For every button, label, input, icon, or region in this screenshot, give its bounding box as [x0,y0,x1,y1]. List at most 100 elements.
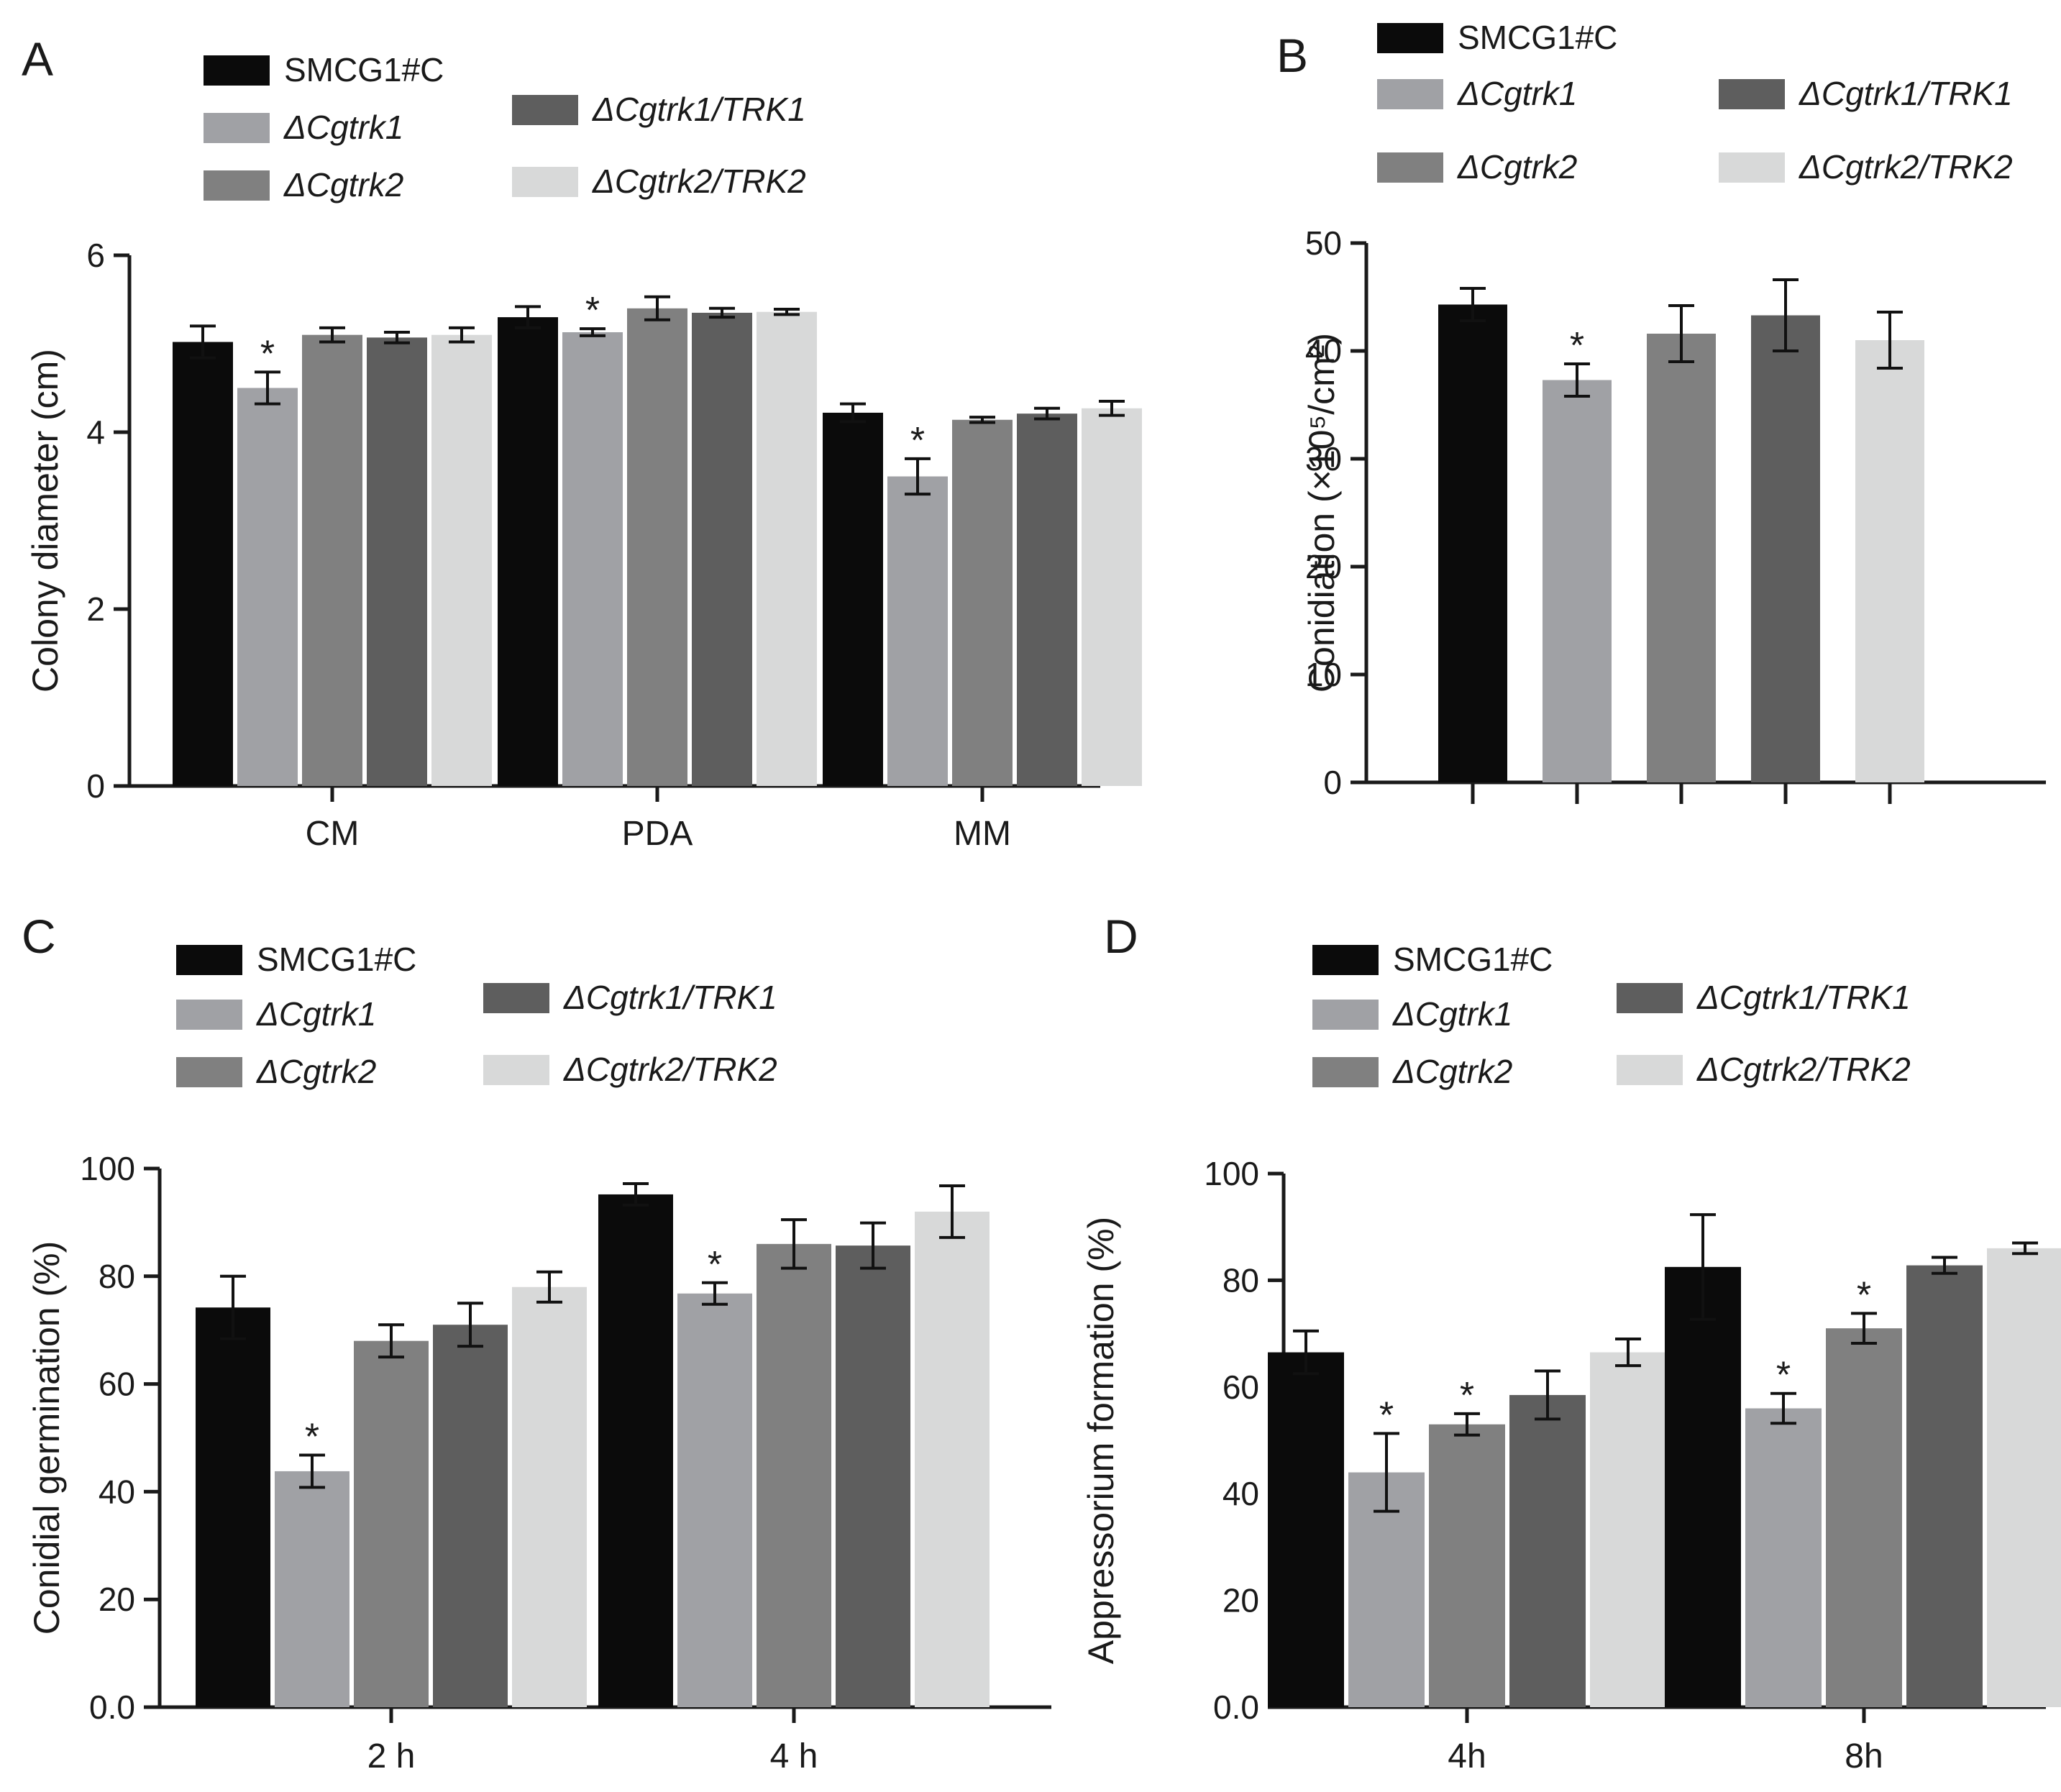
y-axis-label: Conidial germination (%) [27,1241,67,1635]
legend-swatch [483,1055,549,1085]
y-axis-label: Appressorium formation (%) [1081,1217,1121,1664]
y-tick-label: 4 [86,413,105,451]
bar [692,312,752,786]
y-tick-label: 40 [1305,332,1342,370]
significance-star: * [585,290,600,332]
legend-label: ΔCgtrk2/TRK2 [592,163,806,200]
y-tick-label: 2 [86,590,105,628]
legend-swatch [483,983,549,1013]
bar [915,1211,990,1707]
legend-label: ΔCgtrk1 [1392,995,1512,1033]
bar [1665,1266,1741,1707]
legend-swatch [1377,152,1443,183]
x-tick-label: 4 h [770,1737,818,1775]
significance-star: * [1379,1394,1394,1436]
significance-star: * [305,1416,319,1458]
y-tick-label: 60 [1223,1368,1259,1406]
legend-swatch [1617,1055,1683,1085]
bar [1017,413,1077,786]
bar [598,1194,673,1707]
significance-star: * [910,420,925,462]
significance-star: * [1570,325,1584,367]
y-tick-label: 0.0 [89,1688,135,1726]
significance-star: * [260,333,275,375]
x-tick-label: CM [306,815,360,853]
bar [952,419,1013,786]
y-tick-label: 40 [99,1473,135,1510]
legend-label: ΔCgtrk2/TRK2 [563,1051,777,1088]
panel-letter: A [22,32,53,86]
bar [1438,304,1507,782]
bar [498,317,558,787]
bar [823,412,883,786]
bar [1509,1394,1586,1707]
bar [275,1471,349,1707]
legend-label: ΔCgtrk1/TRK1 [592,91,806,128]
y-tick-label: 20 [99,1581,135,1618]
legend-swatch [1377,23,1443,53]
legend-swatch [204,55,270,86]
legend-label: ΔCgtrk2 [1457,148,1577,186]
panel-letter: B [1276,29,1308,82]
bar [1590,1352,1666,1707]
bar [1855,340,1924,782]
y-tick-label: 0 [86,767,105,805]
x-tick-label: 8h [1845,1737,1883,1775]
panel-C: C SMCG1#C ΔCgtrk1 ΔCgtrk1/TRK1 ΔCgtrk2 ΔCgtrk… [22,910,1051,1775]
legend-label: ΔCgtrk1/TRK1 [1696,979,1911,1016]
panel-D: D SMCG1#C ΔCgtrk1 ΔCgtrk1/TRK1 ΔCgtrk2 ΔCgtrk… [1081,910,2061,1775]
legend-label: ΔCgtrk2/TRK2 [1696,1051,1911,1088]
legend-label: SMCG1#C [284,51,444,88]
y-tick-label: 60 [99,1366,135,1403]
y-tick-label: 40 [1223,1475,1259,1512]
bar [757,1243,831,1707]
x-tick-label: MM [954,815,1011,853]
y-tick-label: 80 [1223,1261,1259,1299]
y-tick-label: 100 [80,1150,135,1187]
y-tick-label: 100 [1204,1155,1259,1192]
bar [677,1293,752,1707]
y-tick-label: 20 [1223,1582,1259,1619]
bar [1745,1408,1822,1707]
legend-swatch [1719,79,1785,109]
legend-swatch [1617,983,1683,1013]
bar [1543,380,1612,782]
bar [1429,1424,1505,1707]
legend-label: ΔCgtrk1/TRK1 [563,979,777,1016]
significance-star: * [1776,1355,1791,1396]
legend: SMCG1#C ΔCgtrk1 ΔCgtrk1/TRK1 ΔCgtrk2 ΔCgtrk2… [176,941,777,1090]
y-tick-label: 50 [1305,224,1342,262]
bar [196,1307,270,1707]
bar [1987,1248,2061,1707]
legend-swatch [1312,1000,1379,1030]
legend-label: ΔCgtrk1/TRK1 [1799,75,2013,112]
x-tick-label: 4h [1448,1737,1486,1775]
y-tick-label: 80 [99,1258,135,1295]
legend-swatch [512,95,578,125]
x-tick-label: PDA [622,815,693,853]
legend-swatch [176,945,242,975]
bar [562,332,623,786]
legend: SMCG1#C ΔCgtrk1 ΔCgtrk1/TRK1 ΔCgtrk2 ΔCgtrk2… [204,51,806,204]
bar [173,342,233,786]
legend-swatch [1312,945,1379,975]
bar [757,311,817,787]
legend-swatch [204,113,270,143]
significance-star: * [1857,1274,1871,1316]
legend-label: ΔCgtrk1 [256,995,376,1033]
bar [1826,1328,1902,1707]
legend-label: SMCG1#C [1393,941,1553,978]
legend-label: SMCG1#C [1458,19,1617,56]
bar [237,388,298,786]
legend-swatch [176,1000,242,1030]
bar [836,1245,910,1707]
panel-A: A SMCG1#C ΔCgtrk1 ΔCgtrk1/TRK1 ΔCgtrk2 ΔCgtrk… [22,32,1142,853]
legend-label: ΔCgtrk2/TRK2 [1799,148,2013,186]
bar [431,334,492,786]
legend-label: ΔCgtrk2 [256,1053,376,1090]
y-tick-label: 6 [86,237,105,274]
legend-label: ΔCgtrk1 [1457,75,1577,112]
y-tick-label: 0 [1323,764,1342,801]
bar [302,334,362,786]
